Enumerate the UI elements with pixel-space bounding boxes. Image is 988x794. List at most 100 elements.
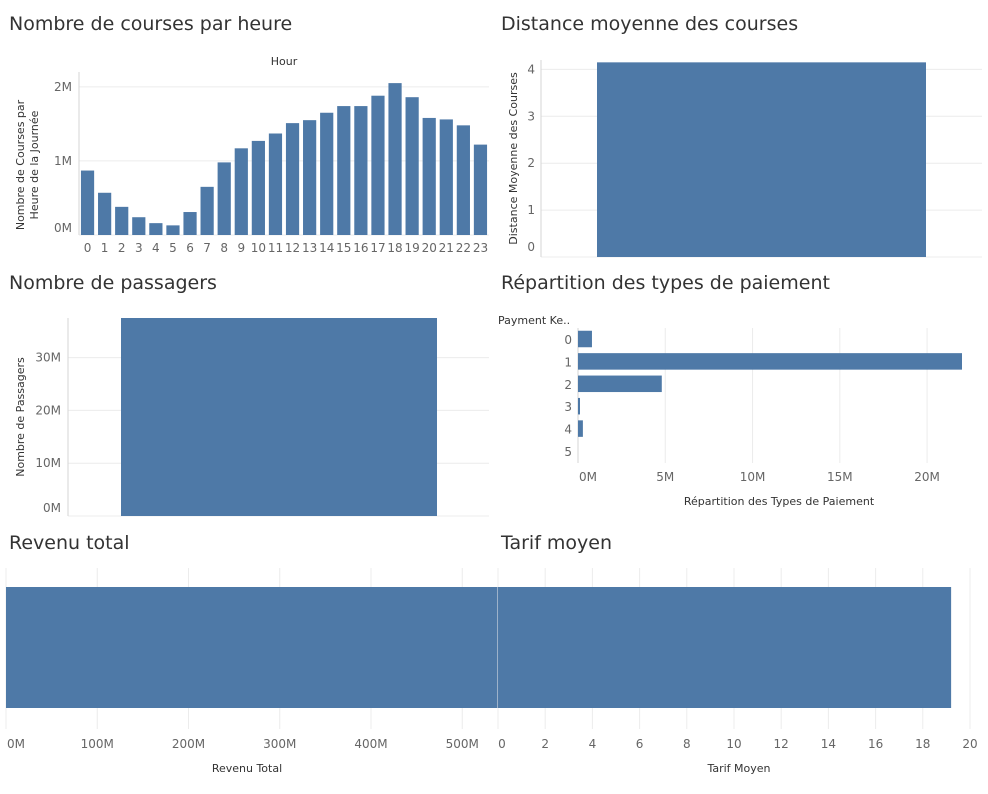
fare-xtick-label: 14	[821, 737, 836, 751]
hourly-bar	[354, 106, 368, 235]
fare-xtick-label: 16	[868, 737, 883, 751]
hourly-y-axis-title: Heure de la Journée	[28, 110, 41, 219]
revenue-xtick-label: 200M	[172, 737, 205, 751]
payment-category-label: 1	[564, 355, 572, 369]
hourly-xtick-label: 14	[319, 241, 334, 255]
payment-category-label: 5	[564, 445, 572, 459]
hourly-bar	[473, 144, 488, 235]
passengers-ytick-label: 10M	[35, 456, 61, 470]
payment-xtick-label: 0M	[579, 470, 597, 484]
hourly-xtick-label: 22	[456, 241, 471, 255]
payment-category-label: 3	[564, 400, 572, 414]
payment-bar	[578, 353, 962, 370]
payment-xtick-label: 20M	[914, 470, 940, 484]
hourly-bar	[80, 170, 95, 235]
hourly-xtick-label: 3	[135, 241, 143, 255]
hourly-xtick-label: 13	[302, 241, 317, 255]
hourly-bar	[149, 223, 163, 235]
hourly-bar	[388, 83, 402, 235]
passengers-y-axis-title: Nombre de Passagers	[14, 357, 27, 477]
hourly-xtick-label: 11	[268, 241, 283, 255]
hourly-bar	[183, 212, 197, 235]
fare-xtick-label: 18	[915, 737, 930, 751]
payment-category-label: 4	[564, 423, 572, 437]
hourly-xtick-label: 9	[237, 241, 245, 255]
hourly-xtick-label: 21	[439, 241, 454, 255]
hourly-x-axis-title: Hour	[271, 55, 298, 68]
hourly-xtick-label: 1	[101, 241, 109, 255]
fare-xtick-label: 4	[589, 737, 597, 751]
distance-ytick-label: 4	[527, 62, 535, 76]
hourly-bar	[405, 97, 419, 235]
passengers-bar	[121, 318, 437, 516]
hourly-xtick-label: 20	[422, 241, 437, 255]
fare-xtick-label: 2	[541, 737, 549, 751]
hourly-ytick-label: 1M	[54, 154, 72, 168]
hourly-y-axis-title: Nombre de Courses par	[14, 99, 27, 230]
hourly-bar	[98, 192, 112, 235]
hourly-xtick-label: 17	[370, 241, 385, 255]
passengers-chart-title: Nombre de passagers	[9, 272, 217, 294]
passengers-ytick-label: 20M	[35, 403, 61, 417]
payment-xtick-label: 5M	[656, 470, 674, 484]
hourly-ytick-label: 0M	[54, 221, 72, 235]
hourly-bar	[234, 148, 248, 235]
distance-ytick-label: 3	[527, 109, 535, 123]
hourly-xtick-label: 5	[169, 241, 177, 255]
hourly-xtick-label: 4	[152, 241, 160, 255]
distance-bar	[597, 62, 926, 257]
revenue-chart-title: Revenu total	[9, 532, 130, 554]
hourly-bar	[251, 140, 265, 235]
hourly-xtick-label: 0	[84, 241, 92, 255]
fare-xtick-label: 20	[962, 737, 977, 751]
revenue-xtick-label: 500M	[446, 737, 479, 751]
distance-ytick-label: 2	[527, 156, 535, 170]
hourly-bar	[132, 217, 146, 235]
distance-chart-title: Distance moyenne des courses	[501, 13, 799, 35]
payment-category-label: 0	[564, 333, 572, 347]
fare-bar	[498, 587, 952, 708]
revenue-bar	[6, 587, 501, 708]
hourly-bar	[200, 186, 214, 235]
passengers-ytick-label: 30M	[35, 351, 61, 365]
payment-category-label: 2	[564, 378, 572, 392]
payment-xtick-label: 10M	[740, 470, 766, 484]
fare-xtick-label: 8	[683, 737, 691, 751]
revenue-xtick-label: 100M	[81, 737, 114, 751]
hourly-xtick-label: 10	[251, 241, 266, 255]
revenue-xtick-label: 400M	[354, 737, 387, 751]
hourly-bar	[439, 119, 453, 235]
hourly-bar	[456, 125, 470, 235]
hourly-xtick-label: 19	[404, 241, 419, 255]
payment-bar	[578, 330, 592, 348]
payment-bar	[578, 420, 583, 437]
fare-xtick-label: 12	[774, 737, 789, 751]
fare-xtick-label: 0	[498, 737, 506, 751]
distance-ytick-label: 1	[527, 203, 535, 217]
hourly-bar	[166, 225, 180, 235]
hourly-xtick-label: 7	[203, 241, 211, 255]
hourly-bar	[285, 123, 300, 235]
fare-chart-title: Tarif moyen	[501, 532, 613, 554]
hourly-xtick-label: 6	[186, 241, 194, 255]
hourly-bar	[371, 95, 385, 235]
hourly-bar	[303, 120, 317, 235]
hourly-bar	[268, 133, 283, 235]
hourly-xtick-label: 15	[336, 241, 351, 255]
passengers-ytick-label: 0M	[43, 501, 61, 515]
hourly-bar	[422, 117, 436, 235]
hourly-xtick-label: 2	[118, 241, 126, 255]
hourly-xtick-label: 16	[353, 241, 368, 255]
revenue-x-axis-title: Revenu Total	[212, 762, 282, 775]
fare-x-axis-title: Tarif Moyen	[706, 762, 770, 775]
hourly-bar	[217, 162, 231, 235]
payment-category-header: Payment Ke..	[498, 314, 570, 327]
hourly-xtick-label: 23	[473, 241, 488, 255]
hourly-xtick-label: 18	[387, 241, 402, 255]
hourly-ytick-label: 2M	[54, 80, 72, 94]
fare-xtick-label: 6	[636, 737, 644, 751]
fare-xtick-label: 10	[726, 737, 741, 751]
hourly-chart-title: Nombre de courses par heure	[9, 13, 293, 35]
payment-bar	[578, 397, 580, 415]
